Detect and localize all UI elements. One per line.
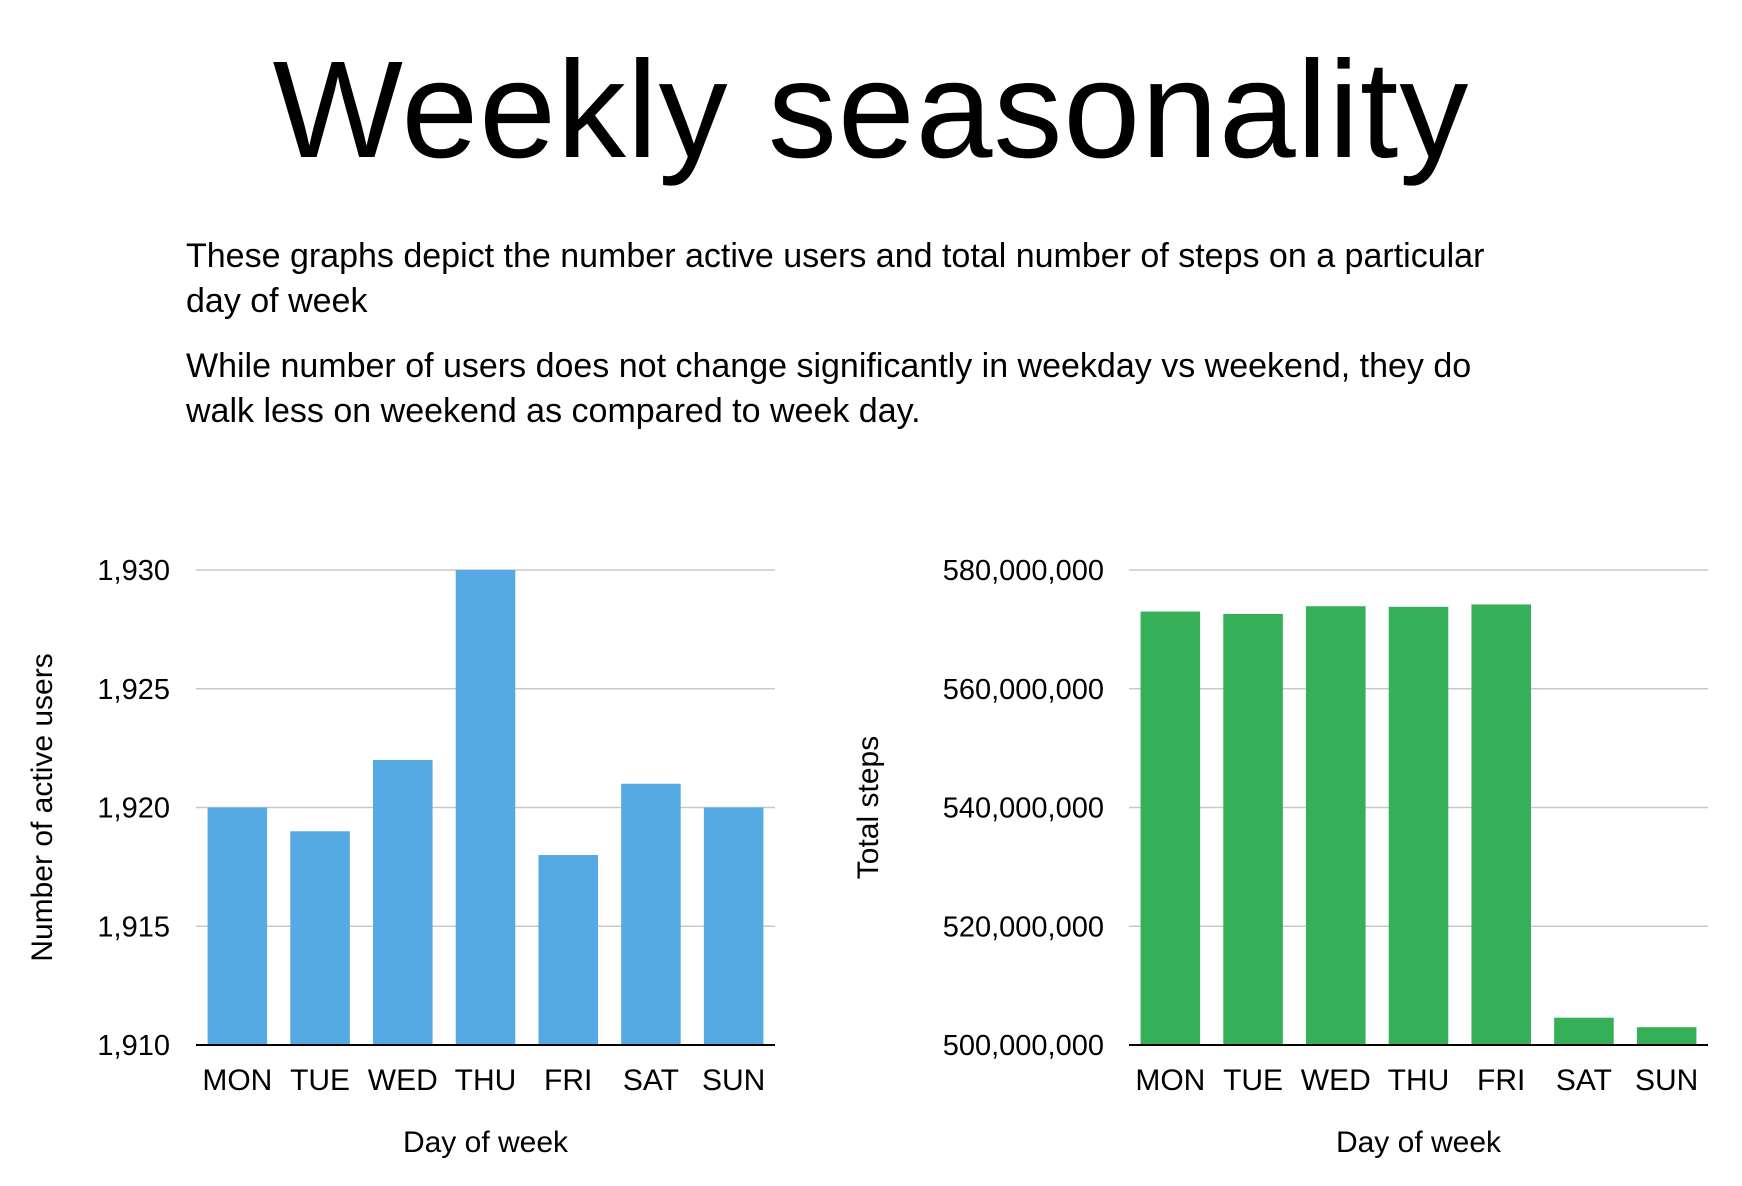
steps-bar-wed bbox=[1306, 606, 1366, 1045]
users-y-tick-label: 1,920 bbox=[97, 793, 170, 825]
users-y-axis-title: Number of active users bbox=[26, 653, 59, 961]
users-y-tick-label: 1,915 bbox=[97, 911, 170, 943]
steps-x-tick-label: MON bbox=[1135, 1064, 1205, 1097]
users-bar-sun bbox=[703, 807, 764, 1045]
users-bar-tue bbox=[290, 831, 350, 1045]
steps-x-tick-label: SAT bbox=[1556, 1064, 1612, 1097]
users-x-tick-label: WED bbox=[368, 1064, 438, 1097]
users-y-tick-label: 1,910 bbox=[97, 1030, 170, 1062]
steps-x-tick-label: TUE bbox=[1223, 1064, 1283, 1097]
users-bar-fri bbox=[538, 855, 598, 1045]
users-x-tick-label: THU bbox=[455, 1064, 517, 1097]
steps-x-tick-label: SUN bbox=[1635, 1064, 1698, 1097]
users-x-axis-title: Day of week bbox=[403, 1126, 569, 1159]
users-y-tick-label: 1,925 bbox=[97, 674, 170, 706]
steps-y-tick-label: 560,000,000 bbox=[943, 674, 1104, 706]
steps-bar-sun bbox=[1636, 1027, 1697, 1045]
steps-y-tick-label: 500,000,000 bbox=[943, 1030, 1104, 1062]
steps-bar-tue bbox=[1223, 613, 1283, 1045]
steps-bar-thu bbox=[1388, 606, 1449, 1045]
description-paragraph-2: While number of users does not change si… bbox=[186, 347, 1472, 430]
users-bar-thu bbox=[455, 570, 516, 1045]
steps-bar-fri bbox=[1471, 604, 1531, 1045]
steps-bar-mon bbox=[1140, 611, 1201, 1045]
users-bar-sat bbox=[621, 783, 681, 1045]
users-x-tick-label: MON bbox=[202, 1064, 272, 1097]
users-x-tick-label: SUN bbox=[702, 1064, 765, 1097]
users-x-tick-label: TUE bbox=[290, 1064, 350, 1097]
steps-x-tick-label: FRI bbox=[1477, 1064, 1525, 1097]
users-x-tick-label: FRI bbox=[544, 1064, 592, 1097]
users-x-tick-label: SAT bbox=[623, 1064, 679, 1097]
users-y-tick-label: 1,930 bbox=[97, 555, 170, 587]
steps-x-axis-title: Day of week bbox=[1336, 1126, 1502, 1159]
steps-bar-sat bbox=[1554, 1017, 1614, 1045]
steps-x-tick-label: WED bbox=[1301, 1064, 1371, 1097]
description-paragraph-1: These graphs depict the number active us… bbox=[186, 237, 1485, 320]
users-bar-wed bbox=[373, 760, 433, 1045]
steps-x-tick-label: THU bbox=[1388, 1064, 1450, 1097]
steps-y-tick-label: 540,000,000 bbox=[943, 793, 1104, 825]
users-bar-mon bbox=[207, 807, 268, 1045]
steps-y-axis-title: Total steps bbox=[852, 736, 885, 879]
steps-y-tick-label: 520,000,000 bbox=[943, 911, 1104, 943]
steps-y-tick-label: 580,000,000 bbox=[943, 555, 1104, 587]
page-title: Weekly seasonality bbox=[272, 33, 1470, 187]
